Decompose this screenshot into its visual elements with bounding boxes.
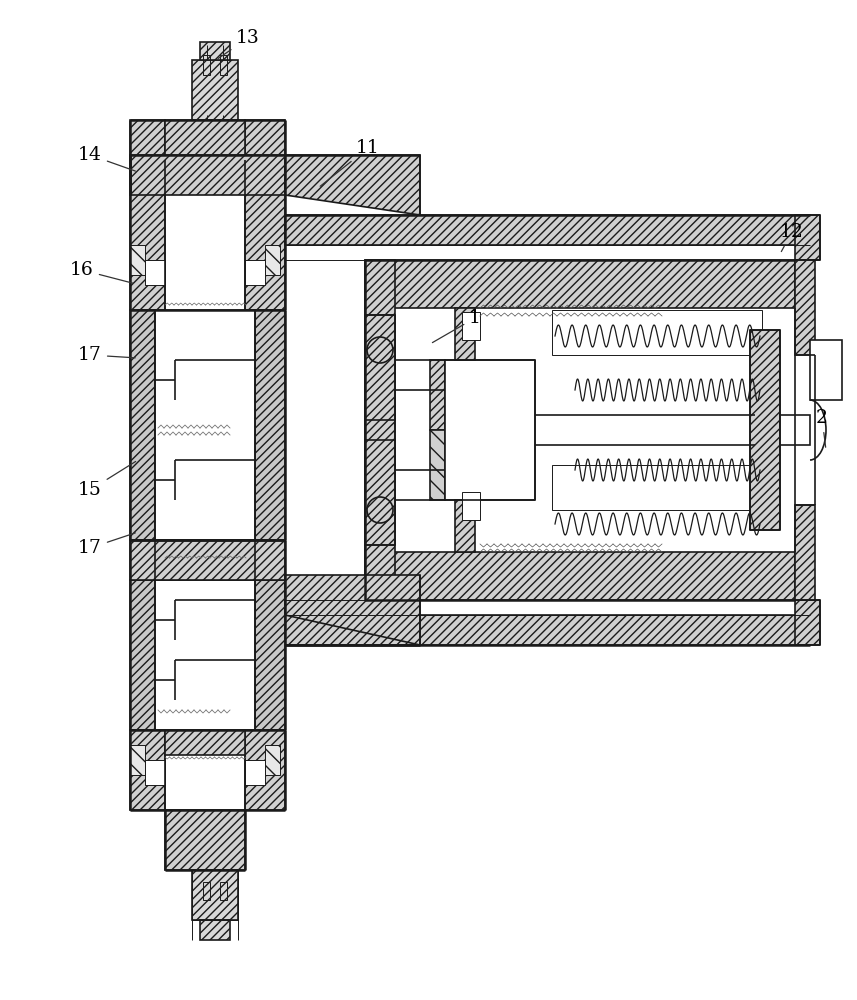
Polygon shape — [245, 730, 285, 810]
Polygon shape — [365, 260, 395, 600]
Bar — [155, 310, 255, 540]
Polygon shape — [430, 430, 445, 500]
Polygon shape — [285, 215, 810, 245]
Text: 12: 12 — [780, 223, 804, 252]
Bar — [245, 760, 265, 785]
Polygon shape — [455, 308, 475, 360]
Polygon shape — [365, 552, 795, 600]
Polygon shape — [750, 330, 780, 530]
Polygon shape — [365, 315, 395, 420]
Text: 1: 1 — [433, 309, 481, 343]
Bar — [265, 245, 280, 275]
Polygon shape — [245, 120, 285, 310]
Bar — [552, 465, 762, 510]
Polygon shape — [430, 360, 445, 430]
Polygon shape — [130, 310, 155, 540]
Bar — [462, 492, 480, 520]
Text: 15: 15 — [78, 461, 135, 499]
Bar — [203, 882, 210, 900]
Text: 16: 16 — [70, 261, 134, 283]
Bar — [220, 55, 227, 75]
Bar — [810, 340, 842, 400]
Bar — [220, 882, 227, 900]
Polygon shape — [795, 215, 820, 260]
Polygon shape — [200, 920, 230, 940]
Polygon shape — [255, 580, 285, 730]
Bar — [130, 745, 145, 775]
Text: 2: 2 — [816, 409, 828, 447]
Bar — [155, 540, 255, 730]
Bar — [780, 415, 810, 445]
Text: 11: 11 — [321, 139, 380, 186]
Polygon shape — [130, 155, 285, 195]
Bar — [130, 245, 145, 275]
Polygon shape — [130, 580, 165, 730]
Polygon shape — [200, 42, 230, 60]
Polygon shape — [165, 810, 245, 870]
Polygon shape — [365, 260, 795, 308]
Polygon shape — [130, 730, 165, 810]
Polygon shape — [795, 600, 820, 645]
Polygon shape — [130, 540, 285, 580]
Text: 17: 17 — [78, 533, 135, 557]
Polygon shape — [795, 260, 815, 355]
Text: 17: 17 — [78, 346, 135, 364]
Bar — [265, 745, 280, 775]
Bar — [203, 55, 210, 75]
Text: 13: 13 — [219, 29, 260, 58]
Polygon shape — [285, 575, 420, 645]
Polygon shape — [130, 120, 165, 310]
Bar — [145, 760, 165, 785]
Polygon shape — [365, 440, 395, 545]
Polygon shape — [255, 310, 285, 540]
Polygon shape — [192, 60, 238, 120]
Polygon shape — [455, 500, 475, 552]
Bar — [462, 312, 480, 340]
Polygon shape — [285, 615, 810, 645]
Polygon shape — [795, 505, 815, 600]
Bar — [245, 260, 265, 285]
Text: 14: 14 — [78, 146, 135, 171]
Polygon shape — [165, 730, 245, 755]
Bar — [145, 260, 165, 285]
Bar — [445, 360, 535, 500]
Bar — [552, 310, 762, 355]
Polygon shape — [285, 155, 420, 215]
Polygon shape — [192, 870, 238, 920]
Polygon shape — [165, 120, 245, 160]
